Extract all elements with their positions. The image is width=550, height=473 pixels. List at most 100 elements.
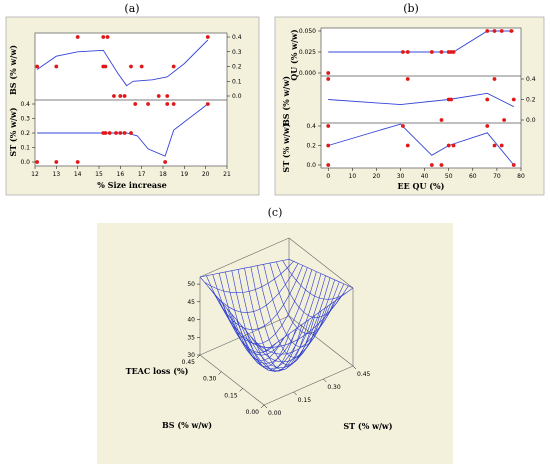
- panel-a-data-point: [103, 131, 108, 135]
- panel-b-y-tick-label: 0.0: [306, 162, 316, 169]
- panel-c-st-tick-label: 0.00: [268, 410, 282, 417]
- panel-b-y-tick-label: 0.4: [306, 123, 316, 130]
- panel-b-plot-frame: [320, 27, 522, 169]
- panel-a-data-point: [101, 35, 106, 39]
- panel-a-bs-y-tick-label: 0.2: [232, 64, 242, 71]
- panel-c-bs-tick: [260, 404, 265, 409]
- panel-b-data-point: [326, 71, 331, 75]
- panel-a-bs-y-tick-label: 0.4: [232, 34, 242, 41]
- panel-c-xlabel: BS (% w/w): [162, 420, 212, 430]
- panel-c-z-tick-label: 30: [187, 352, 195, 359]
- panel-c-mesh-line: [256, 265, 322, 358]
- panel-a-data-point: [139, 64, 144, 69]
- panel-a-st-y-tick-label: 0.4: [20, 101, 30, 108]
- panel-a-data-point: [171, 64, 176, 69]
- panel-c-mesh-line: [288, 259, 354, 289]
- panel-a-data-point: [103, 64, 108, 69]
- panel-c-mesh-line: [269, 263, 335, 335]
- panel-b-bs-y-tick-label: 0.2: [526, 97, 536, 104]
- panel-a-data-point: [129, 64, 133, 69]
- panel-c-bs-tick-label: 0.15: [224, 392, 238, 399]
- panel-c-floor-edge: [288, 315, 354, 367]
- panel-c-mesh-line: [244, 268, 309, 371]
- panel-b-data-point: [451, 50, 456, 54]
- panel-a-plot-frame: [34, 32, 228, 167]
- panel-c-st-tick-label: 0.45: [357, 371, 371, 378]
- panel-a-data-point: [54, 64, 59, 69]
- panel-a-data-point: [205, 102, 210, 106]
- panel-b-x-tick-label: 0: [326, 173, 330, 180]
- panel-b-x-tick-label: 50: [445, 173, 453, 180]
- panel-a-st-y-tick-label: 0.2: [20, 130, 30, 137]
- panel-b-data-point: [492, 29, 497, 33]
- panel-b-data-point: [485, 124, 490, 128]
- panel-c-mesh-line: [237, 269, 303, 372]
- panel-b-y-tick-label: 0.025: [299, 49, 316, 56]
- panel-c-st-tick: [293, 391, 297, 396]
- panel-b-data-point: [509, 29, 514, 33]
- panel-b-ylabel-qu: QU (% w/w): [289, 29, 299, 81]
- panel-a-st-y-tick-label: 0.0: [20, 159, 30, 166]
- panel-b-xlabel: EE QU (%): [398, 181, 445, 191]
- panel-a-data-point: [75, 35, 80, 39]
- panel-c-top-edge: [199, 237, 290, 278]
- panel-a-x-tick-label: 13: [53, 171, 61, 178]
- panel-a-x-tick-label: 16: [117, 171, 125, 178]
- panel-a-data-point: [163, 160, 168, 164]
- panel-b-x-tick-label: 30: [397, 173, 405, 180]
- panel-a-ylabel-st: ST (% w/w): [8, 107, 18, 156]
- panel-a-bs-y-tick-label: 0.3: [232, 49, 242, 56]
- panel-c-mesh-line: [199, 276, 265, 352]
- panel-a-data-point: [35, 64, 40, 69]
- panel-b-data-point: [405, 77, 410, 81]
- panel-b-data-point: [405, 143, 410, 148]
- panel-b-data-point: [326, 77, 331, 81]
- panel-c-z-tick-label: 45: [187, 299, 195, 306]
- panel-b-x-tick-label: 80: [517, 173, 525, 180]
- panel-a-data-point: [114, 131, 118, 135]
- panel-b-data-point: [439, 118, 444, 122]
- panel-a-data-point: [35, 160, 40, 164]
- panel-b-data-point: [326, 163, 331, 167]
- panel-b-data-point: [485, 97, 490, 102]
- panel-c-top-edge: [288, 237, 354, 289]
- panel-b-bs-y-tick-label: 0.0: [526, 117, 536, 124]
- panel-b-y-tick-label: 0.2: [306, 143, 316, 150]
- panel-b-x-tick-label: 20: [373, 173, 381, 180]
- panel-a-data-point: [112, 94, 116, 98]
- panel-b-data-point: [499, 29, 504, 33]
- panel-a-x-tick-label: 17: [138, 171, 146, 178]
- panel-b-data-point: [439, 50, 444, 54]
- panel-c-bs-tick: [218, 371, 222, 375]
- panel-a-data-point: [165, 94, 170, 98]
- panel-b-data-point: [405, 50, 410, 54]
- panel-b-fit-line: [328, 123, 515, 166]
- panel-b-data-point: [492, 77, 497, 81]
- panel-c-mesh-line: [206, 275, 271, 348]
- panel-b-x-tick-label: 70: [493, 173, 501, 180]
- panel-a-fit-line: [36, 39, 209, 87]
- panel-c-st-tick-label: 0.30: [327, 384, 341, 391]
- panel-a-data-point: [133, 102, 138, 106]
- panel-c-bs-tick-label: 0.30: [203, 376, 217, 383]
- panel-c-mesh-line: [225, 271, 290, 368]
- panel-c-st-tick: [323, 378, 327, 383]
- panel-b-data-point: [451, 143, 456, 148]
- panel-a-data-point: [75, 160, 80, 164]
- panel-a-bs-y-tick-label: 0.0: [232, 93, 242, 100]
- panel-b-data-point: [502, 118, 507, 122]
- panel-b-data-point: [499, 143, 504, 148]
- panel-a-data-point: [122, 131, 127, 135]
- panel-b-data-point: [485, 29, 490, 33]
- panel-a-xlabel: % Size increase: [97, 180, 166, 190]
- panel-b-ylabel-bs: BS (% w/w): [281, 76, 291, 126]
- panel-b-data-point: [449, 97, 454, 102]
- panel-b-x-tick-label: 10: [349, 173, 357, 180]
- panel-c-st-tick-label: 0.15: [298, 397, 312, 404]
- panel-a-x-tick-label: 21: [223, 171, 231, 178]
- panel-b-data-point: [326, 124, 331, 128]
- panel-a-x-tick-label: 12: [31, 171, 39, 178]
- panel-c-z-tick-label: 35: [187, 334, 195, 341]
